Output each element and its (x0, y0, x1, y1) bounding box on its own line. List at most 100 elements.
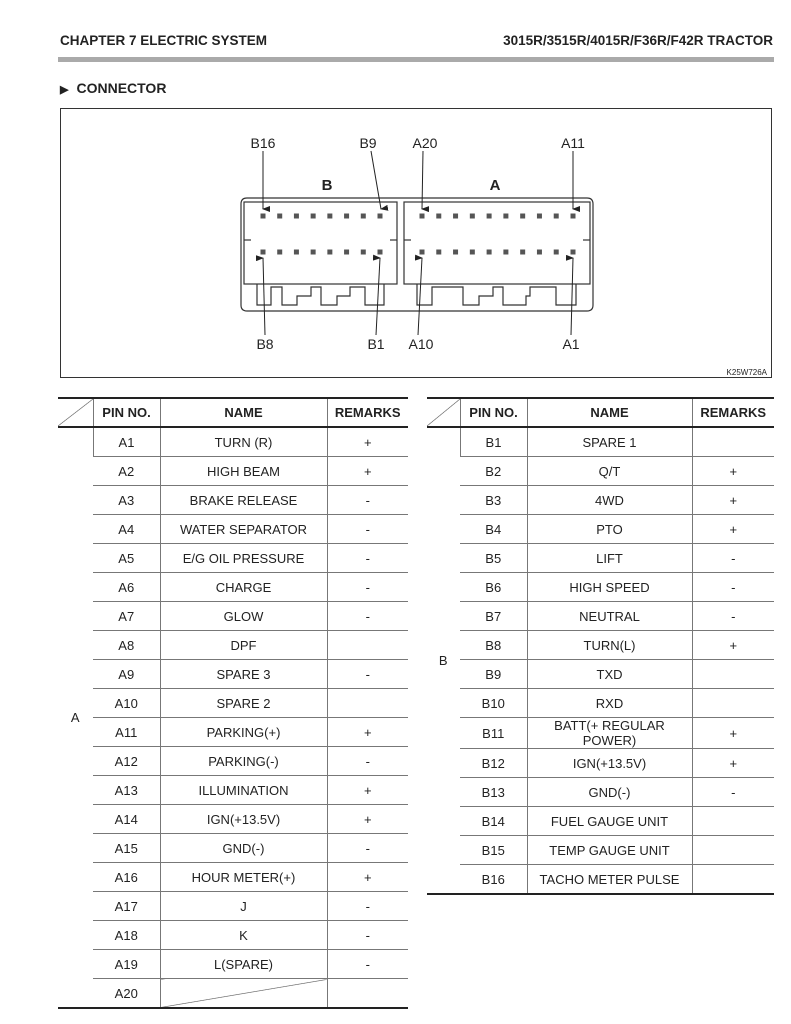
pin-cell: A19 (93, 949, 160, 979)
name-cell: Q/T (526, 456, 692, 486)
connector-a-frame (403, 201, 591, 285)
name-cell: HIGH BEAM (159, 456, 327, 486)
pin-b-bottom-5 (327, 249, 333, 255)
pin-cell: A5 (93, 543, 160, 573)
pin-cell: B5 (460, 543, 527, 573)
name-cell: IGN(+13.5V) (526, 748, 692, 778)
pin-a-bottom-6 (503, 249, 509, 255)
pin-table-b: PIN NO. NAME REMARKS B B1 SPARE 1 B2 Q/T + B3 4WD +… (427, 397, 774, 895)
pin-b-top-6 (344, 213, 350, 219)
name-cell: SPARE 1 (526, 427, 692, 457)
name-cell: FUEL GAUGE UNIT (526, 806, 692, 836)
remarks-cell: - (326, 920, 408, 950)
table-row: B B1 SPARE 1 (427, 427, 774, 895)
remarks-cell (691, 659, 774, 689)
name-cell: L(SPARE) (159, 949, 327, 979)
pin-cell: A9 (93, 659, 160, 689)
name-cell: TACHO METER PULSE (526, 864, 692, 895)
pin-cell: A3 (93, 485, 160, 515)
remarks-cell (691, 806, 774, 836)
label-b8: B8 (256, 336, 273, 352)
name-cell: TXD (526, 659, 692, 689)
pin-cell: B11 (460, 717, 527, 749)
pin-table-a: PIN NO. NAME REMARKS A A1 TURN (R) + A2 HIGH BEA… (58, 397, 408, 1009)
pin-a-bottom-7 (520, 249, 526, 255)
remarks-cell (326, 978, 408, 1009)
b9-leader (370, 150, 389, 211)
a1-leader (565, 254, 574, 336)
remarks-cell (326, 630, 408, 660)
name-cell: K (159, 920, 327, 950)
triangle-bullet-icon: ▶ (60, 84, 69, 96)
pin-a-top-4 (469, 213, 475, 219)
pin-cell: B10 (460, 688, 527, 718)
connector-a-keys (416, 284, 577, 306)
pin-a-top-2 (436, 213, 442, 219)
pin-cell: B3 (460, 485, 527, 515)
pin-a-bottom-1 (419, 249, 425, 255)
header-name: NAME (526, 397, 692, 428)
remarks-cell (691, 427, 774, 457)
pin-a-top-8 (536, 213, 542, 219)
name-cell: PARKING(-) (159, 746, 327, 776)
remarks-cell: + (691, 630, 774, 660)
pin-cell: B2 (460, 456, 527, 486)
table-row: A20 (58, 978, 408, 1009)
name-cell: SPARE 3 (159, 659, 327, 689)
name-cell: IGN(+13.5V) (159, 804, 327, 834)
label-b1: B1 (367, 336, 384, 352)
remarks-cell: + (691, 514, 774, 544)
pin-cell: B16 (460, 864, 527, 895)
pin-a-top-10 (570, 213, 576, 219)
table-row: A15 GND(-) - (58, 833, 408, 863)
label-block-b: B (322, 177, 333, 194)
section-title: CONNECTOR (76, 80, 167, 96)
b8-leader (255, 255, 266, 336)
pin-cell: B7 (460, 601, 527, 631)
pin-b-bottom-3 (293, 249, 299, 255)
pin-b-top-2 (277, 213, 283, 219)
corner-cell (58, 397, 93, 428)
remarks-cell: - (326, 572, 408, 602)
remarks-cell: - (326, 543, 408, 573)
name-cell: DPF (159, 630, 327, 660)
name-cell: HOUR METER(+) (159, 862, 327, 892)
name-cell: HIGH SPEED (526, 572, 692, 602)
table-row: B11 BATT(+ REGULAR POWER) + (427, 717, 774, 749)
table-row: A16 HOUR METER(+) + (58, 862, 408, 892)
pin-cell: A1 (92, 427, 160, 457)
header-pin: PIN NO. (92, 397, 160, 428)
pin-cell: B12 (460, 748, 527, 778)
table-row: A2 HIGH BEAM + (58, 456, 408, 486)
pin-cell: A14 (93, 804, 160, 834)
name-cell: LIFT (526, 543, 692, 573)
group-cell: A (58, 427, 93, 1009)
remarks-cell: - (326, 659, 408, 689)
label-a20: A20 (413, 135, 438, 151)
name-cell: GND(-) (526, 777, 692, 807)
label-a10: A10 (409, 336, 434, 352)
name-cell: CHARGE (159, 572, 327, 602)
table-row: B13 GND(-) - (427, 777, 774, 807)
table-row: A19 L(SPARE) - (58, 949, 408, 979)
remarks-cell: - (691, 543, 774, 573)
table-row: B3 4WD + (427, 485, 774, 515)
pin-a-top-6 (503, 213, 509, 219)
pin-a-top-9 (553, 213, 559, 219)
table-row: A4 WATER SEPARATOR - (58, 514, 408, 544)
group-cell: B (427, 427, 460, 895)
pin-b-top-1 (260, 213, 266, 219)
name-cell: GND(-) (159, 833, 327, 863)
table-row: B4 PTO + (427, 514, 774, 544)
pin-cell: B14 (460, 806, 527, 836)
pin-cell: A2 (93, 456, 160, 486)
remarks-cell: + (691, 748, 774, 778)
remarks-cell: - (691, 601, 774, 631)
a10-leader (414, 254, 423, 336)
pin-b-top-8 (377, 213, 383, 219)
name-cell (159, 978, 327, 1009)
remarks-cell: + (326, 804, 408, 834)
table-row: B8 TURN(L) + (427, 630, 774, 660)
pin-a-bottom-5 (486, 249, 492, 255)
